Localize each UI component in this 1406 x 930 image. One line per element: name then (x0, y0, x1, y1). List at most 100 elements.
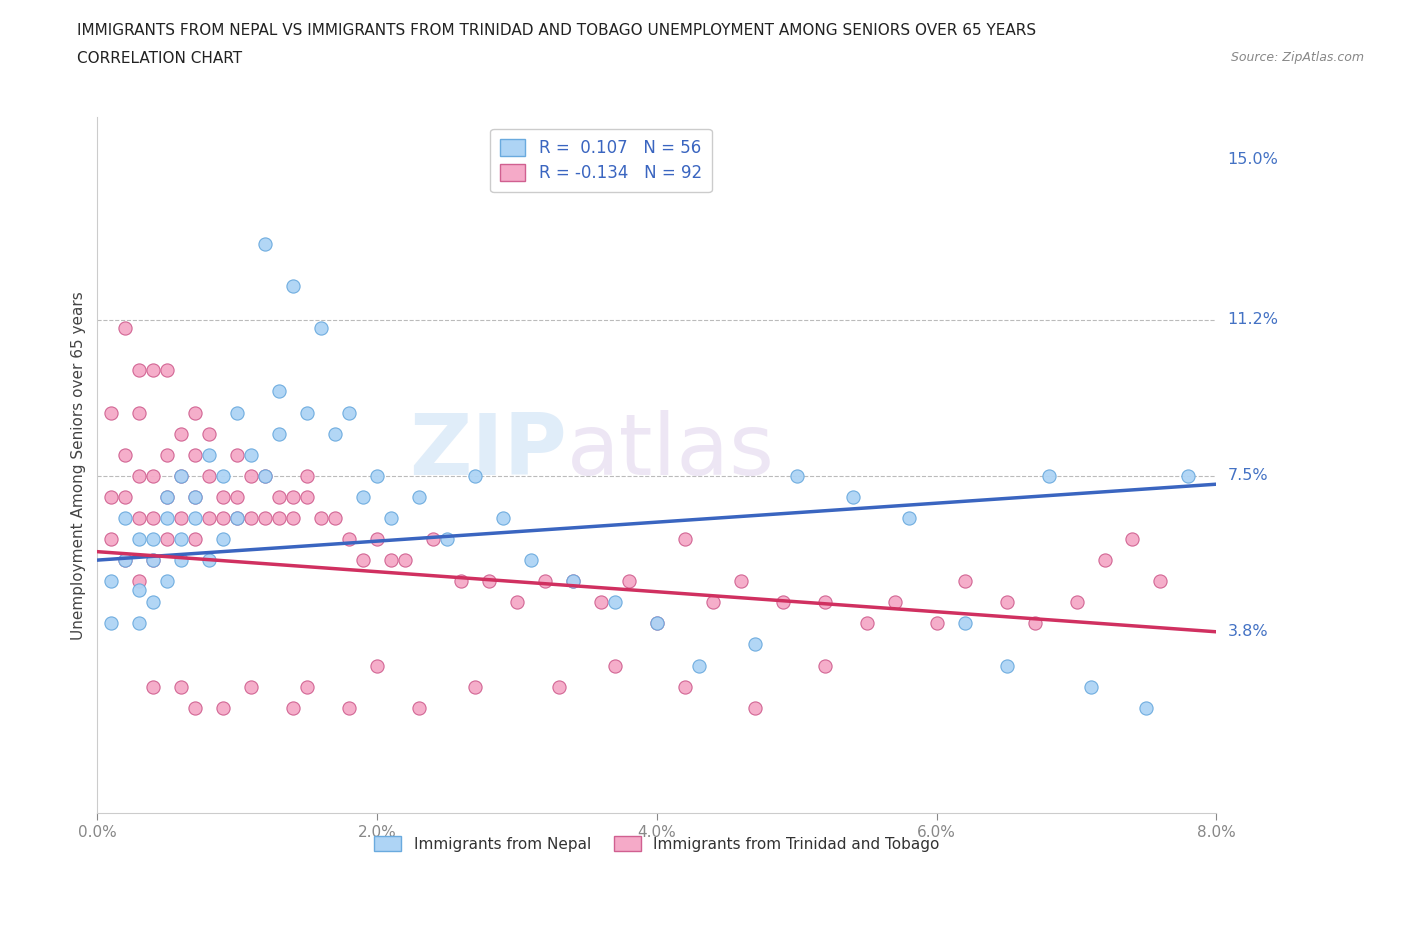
Point (814, 658, 837, 673)
Point (366, 469, 388, 484)
Text: 7.5%: 7.5% (1227, 469, 1268, 484)
Point (841, 489, 863, 504)
Point (380, 552, 402, 567)
Point (995, 595, 1018, 610)
Point (730, 574, 752, 589)
Point (212, 700, 235, 715)
Point (100, 489, 122, 504)
Point (1080, 679, 1102, 694)
Point (1094, 552, 1116, 567)
Point (240, 447, 263, 462)
Point (1177, 469, 1199, 484)
Point (142, 363, 165, 378)
Point (352, 489, 374, 504)
Point (337, 700, 360, 715)
Point (254, 469, 277, 484)
Point (170, 469, 193, 484)
Point (240, 511, 263, 525)
Point (170, 511, 193, 525)
Point (436, 532, 458, 547)
Point (603, 595, 626, 610)
Point (269, 511, 291, 525)
Point (128, 582, 150, 597)
Point (170, 469, 193, 484)
Point (170, 679, 193, 694)
Point (520, 552, 543, 567)
Point (283, 489, 305, 504)
Point (142, 552, 165, 567)
Point (589, 595, 612, 610)
Point (688, 658, 710, 673)
Point (269, 384, 291, 399)
Point (156, 363, 179, 378)
Point (114, 489, 136, 504)
Point (855, 616, 877, 631)
Point (645, 616, 668, 631)
Point (562, 574, 585, 589)
Point (366, 658, 388, 673)
Point (100, 574, 122, 589)
Point (925, 616, 948, 631)
Point (283, 700, 305, 715)
Point (184, 489, 207, 504)
Point (100, 532, 122, 547)
Point (142, 511, 165, 525)
Point (897, 511, 920, 525)
Point (240, 679, 263, 694)
Point (1121, 532, 1143, 547)
Point (142, 552, 165, 567)
Point (142, 532, 165, 547)
Point (170, 532, 193, 547)
Point (226, 511, 249, 525)
Point (184, 532, 207, 547)
Point (772, 595, 794, 610)
Point (269, 489, 291, 504)
Point (128, 616, 150, 631)
Point (156, 511, 179, 525)
Point (184, 489, 207, 504)
Point (114, 511, 136, 525)
Point (254, 469, 277, 484)
Point (1038, 469, 1060, 484)
Point (309, 321, 332, 336)
Point (323, 511, 346, 525)
Point (156, 574, 179, 589)
Point (492, 511, 515, 525)
Point (464, 469, 486, 484)
Point (295, 489, 318, 504)
Point (184, 700, 207, 715)
Text: atlas: atlas (568, 410, 775, 493)
Point (128, 469, 150, 484)
Point (645, 616, 668, 631)
Point (786, 469, 808, 484)
Point (156, 489, 179, 504)
Point (156, 532, 179, 547)
Point (352, 552, 374, 567)
Point (337, 532, 360, 547)
Point (128, 532, 150, 547)
Point (170, 426, 193, 441)
Point (128, 511, 150, 525)
Text: IMMIGRANTS FROM NEPAL VS IMMIGRANTS FROM TRINIDAD AND TOBAGO UNEMPLOYMENT AMONG : IMMIGRANTS FROM NEPAL VS IMMIGRANTS FROM… (77, 23, 1036, 38)
Point (673, 679, 696, 694)
Point (198, 426, 221, 441)
Text: CORRELATION CHART: CORRELATION CHART (77, 51, 242, 66)
Text: 11.2%: 11.2% (1227, 312, 1278, 327)
Point (114, 552, 136, 567)
Point (198, 447, 221, 462)
Text: 15.0%: 15.0% (1227, 152, 1278, 167)
Legend: Immigrants from Nepal, Immigrants from Trinidad and Tobago: Immigrants from Nepal, Immigrants from T… (368, 830, 946, 857)
Point (366, 532, 388, 547)
Point (309, 511, 332, 525)
Point (394, 552, 416, 567)
Point (408, 489, 430, 504)
Point (1066, 595, 1088, 610)
Point (254, 511, 277, 525)
Point (142, 469, 165, 484)
Point (114, 552, 136, 567)
Text: ZIP: ZIP (409, 410, 568, 493)
Point (883, 595, 905, 610)
Point (953, 574, 976, 589)
Text: 3.8%: 3.8% (1227, 624, 1268, 639)
Point (170, 552, 193, 567)
